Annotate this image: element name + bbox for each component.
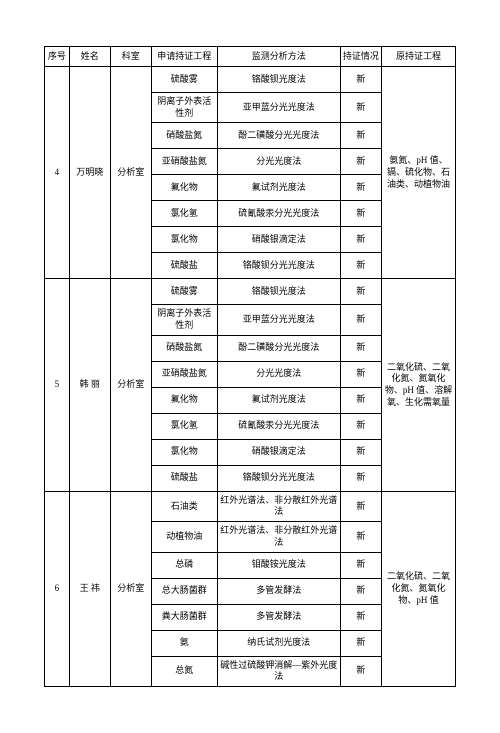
cell-method: 硝酸银滴定法 [217,227,340,253]
cell-cert: 新 [340,227,381,253]
cell-cert: 新 [340,175,381,201]
cell-method: 硫氰酸汞分光光度法 [217,201,340,227]
header-cert: 持证情况 [340,47,381,67]
cell-apply: 阴离子外表活性剂 [151,305,217,335]
cell-apply: 硫酸盐 [151,465,217,491]
cell-cert: 新 [340,439,381,465]
table-body: 4万明晓分析室硫酸雾铬酸钡光度法新氨氮、pH 值、镉、硫化物、石油类、动植物油阴… [45,67,456,687]
cell-cert: 新 [340,67,381,93]
certification-table: 序号 姓名 科室 申请持证工程 监测分析方法 持证情况 原持证工程 4万明晓分析… [44,46,456,687]
cell-method: 氟试剂光度法 [217,175,340,201]
cell-apply: 硫酸雾 [151,279,217,305]
cell-dept: 分析室 [110,279,151,491]
cell-cert: 新 [340,656,381,686]
cell-apply: 亚硝酸盐氮 [151,361,217,387]
cell-apply: 粪大肠菌群 [151,604,217,630]
cell-cert: 新 [340,253,381,279]
cell-name: 韩 丽 [69,279,110,491]
cell-apply: 阴离子外表活性剂 [151,93,217,123]
cell-cert: 新 [340,149,381,175]
cell-apply: 亚硝酸盐氮 [151,149,217,175]
cell-cert: 新 [340,491,381,521]
header-dept: 科室 [110,47,151,67]
cell-method: 红外光谱法、非分散红外光谱法 [217,522,340,552]
cell-cert: 新 [340,465,381,491]
cell-method: 铬酸钡分光光度法 [217,253,340,279]
cell-apply: 氨 [151,630,217,656]
cell-apply: 总氮 [151,656,217,686]
cell-method: 多管发酵法 [217,578,340,604]
cell-apply: 总大肠菌群 [151,578,217,604]
cell-cert: 新 [340,361,381,387]
cell-apply: 氟化物 [151,175,217,201]
cell-apply: 总磷 [151,552,217,578]
cell-cert: 新 [340,630,381,656]
cell-cert: 新 [340,335,381,361]
cell-method: 钼酸铵光度法 [217,552,340,578]
header-method: 监测分析方法 [217,47,340,67]
cell-orig: 二氧化硫、二氧化氮、氮氧化物、pH 值 [381,491,455,686]
cell-method: 多管发酵法 [217,604,340,630]
cell-name: 万明晓 [69,67,110,279]
header-apply: 申请持证工程 [151,47,217,67]
table-row: 5韩 丽分析室硫酸雾铬酸钡光度法新二氧化硫、二氧化氮、氮氧化物、pH 值、溶解氧… [45,279,456,305]
cell-method: 铬酸钡光度法 [217,67,340,93]
cell-method: 亚甲蓝分光光度法 [217,305,340,335]
header-orig: 原持证工程 [381,47,455,67]
cell-cert: 新 [340,201,381,227]
cell-cert: 新 [340,305,381,335]
cell-dept: 分析室 [110,491,151,686]
cell-cert: 新 [340,552,381,578]
cell-method: 碱性过硫酸钾消解—紫外光度法 [217,656,340,686]
cell-cert: 新 [340,578,381,604]
cell-cert: 新 [340,123,381,149]
cell-method: 硫氰酸汞分光光度法 [217,413,340,439]
header-index: 序号 [45,47,70,67]
cell-method: 分光光度法 [217,149,340,175]
table-row: 6王 祎分析室石油类红外光谱法、非分散红外光谱法新二氧化硫、二氧化氮、氮氧化物、… [45,491,456,521]
cell-cert: 新 [340,522,381,552]
cell-apply: 氯化氢 [151,413,217,439]
cell-method: 硝酸银滴定法 [217,439,340,465]
cell-cert: 新 [340,387,381,413]
cell-method: 铬酸钡分光光度法 [217,465,340,491]
cell-name: 王 祎 [69,491,110,686]
cell-cert: 新 [340,604,381,630]
cell-dept: 分析室 [110,67,151,279]
header-row: 序号 姓名 科室 申请持证工程 监测分析方法 持证情况 原持证工程 [45,47,456,67]
cell-apply: 氯化物 [151,227,217,253]
cell-method: 红外光谱法、非分散红外光谱法 [217,491,340,521]
cell-method: 纳氏试剂光度法 [217,630,340,656]
cell-method: 酚二磺酸分光光度法 [217,123,340,149]
cell-index: 6 [45,491,70,686]
cell-cert: 新 [340,93,381,123]
cell-index: 5 [45,279,70,491]
cell-apply: 氯化氢 [151,201,217,227]
cell-apply: 氯化物 [151,439,217,465]
cell-apply: 硫酸雾 [151,67,217,93]
table-row: 4万明晓分析室硫酸雾铬酸钡光度法新氨氮、pH 值、镉、硫化物、石油类、动植物油 [45,67,456,93]
cell-apply: 硝酸盐氮 [151,123,217,149]
cell-index: 4 [45,67,70,279]
header-name: 姓名 [69,47,110,67]
cell-method: 铬酸钡光度法 [217,279,340,305]
cell-apply: 氟化物 [151,387,217,413]
cell-apply: 动植物油 [151,522,217,552]
cell-cert: 新 [340,413,381,439]
cell-orig: 氨氮、pH 值、镉、硫化物、石油类、动植物油 [381,67,455,279]
cell-cert: 新 [340,279,381,305]
cell-method: 分光光度法 [217,361,340,387]
cell-apply: 石油类 [151,491,217,521]
cell-apply: 硝酸盐氮 [151,335,217,361]
cell-apply: 硫酸盐 [151,253,217,279]
cell-method: 氟试剂光度法 [217,387,340,413]
cell-method: 酚二磺酸分光光度法 [217,335,340,361]
cell-orig: 二氧化硫、二氧化氮、氮氧化物、pH 值、溶解氧、生化需氧量 [381,279,455,491]
cell-method: 亚甲蓝分光光度法 [217,93,340,123]
